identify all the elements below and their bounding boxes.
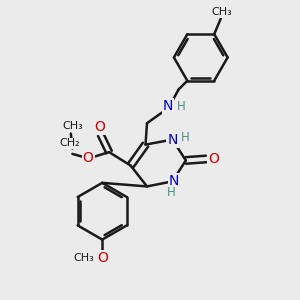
- Text: N: N: [167, 133, 178, 146]
- Text: O: O: [208, 152, 219, 166]
- Text: N: N: [163, 99, 173, 113]
- Text: H: H: [177, 100, 186, 113]
- Text: N: N: [169, 174, 179, 188]
- Text: O: O: [83, 151, 94, 165]
- Text: H: H: [167, 186, 175, 199]
- Text: CH₃: CH₃: [211, 7, 232, 17]
- Text: CH₃: CH₃: [62, 121, 83, 131]
- Text: CH₂: CH₂: [59, 138, 80, 148]
- Text: H: H: [181, 131, 189, 144]
- Text: O: O: [98, 251, 109, 265]
- Text: O: O: [95, 120, 106, 134]
- Text: CH₃: CH₃: [73, 253, 94, 263]
